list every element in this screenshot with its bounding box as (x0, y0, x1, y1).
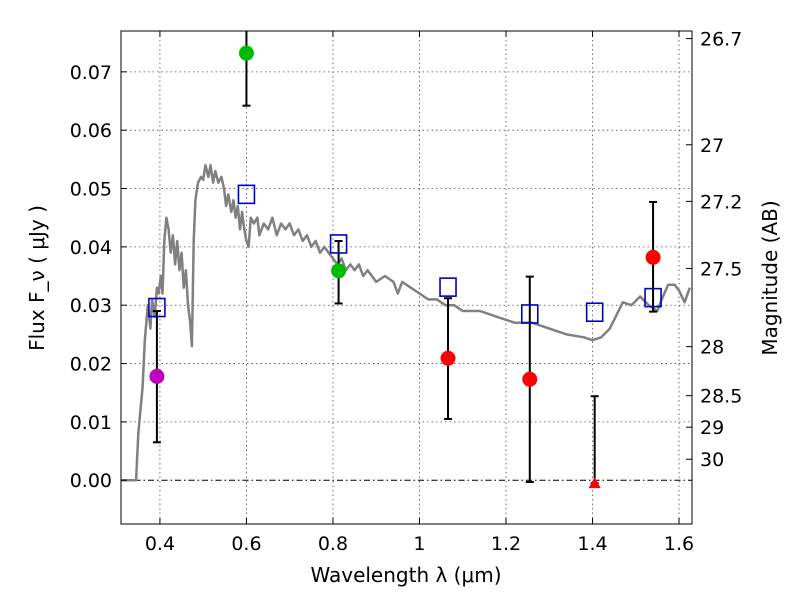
errorbar-layer (152, 31, 658, 485)
observed-flux-point (645, 249, 661, 265)
y-axis-title: Flux F_ν ( μJy ) (25, 205, 49, 351)
observed-flux-point (331, 263, 347, 279)
model-photometry-square (148, 297, 166, 318)
y-tick-label: 0.06 (70, 120, 112, 142)
y-tick-label: 0.04 (70, 237, 112, 259)
model-photometry-layer (148, 184, 662, 324)
right-tick-label: 26.7 (700, 29, 742, 51)
x-tick-label: 0.6 (231, 533, 261, 555)
x-tick-label: 1.2 (491, 533, 521, 555)
observed-flux-upper-limit (588, 477, 601, 489)
model-photometry-square (585, 302, 604, 323)
right-tick-label: 27 (700, 135, 724, 157)
y-axis-right: 26.7 27 27.2 27.5 28 28.5 29 30 (686, 29, 742, 471)
y-axis-right-title: Magnitude (AB) (758, 200, 782, 355)
y-tick-label: 0.03 (70, 295, 112, 317)
y-tick-label: 0.07 (70, 62, 112, 84)
observed-flux-point (522, 371, 538, 387)
x-tick-label: 1.6 (664, 533, 694, 555)
y-axis-left: 0.00 0.01 0.02 0.03 0.04 0.05 0.06 0.07 (70, 62, 127, 492)
right-tick-label: 27.2 (700, 191, 742, 213)
model-photometry-square (329, 234, 348, 254)
y-tick-label: 0.05 (70, 179, 112, 201)
grid (121, 31, 692, 524)
model-spectrum-layer (121, 163, 691, 482)
observed-flux-point (440, 350, 456, 366)
x-axis-title: Wavelength λ (μm) (310, 563, 501, 587)
x-tick-label: 1 (413, 533, 425, 555)
right-tick-label: 27.5 (700, 258, 742, 280)
x-tick-label: 0.8 (318, 533, 348, 555)
y-tick-label: 0.00 (70, 470, 112, 492)
model-photometry-square (520, 304, 539, 324)
plot-frame (120, 30, 693, 525)
model-photometry-square (644, 287, 662, 308)
right-tick-label: 29 (700, 417, 724, 439)
x-tick-label: 0.4 (145, 533, 175, 555)
model-photometry-square (439, 277, 457, 297)
right-tick-label: 28 (700, 337, 724, 359)
y-tick-label: 0.02 (70, 354, 112, 376)
model-photometry-square (237, 184, 256, 205)
model-spectrum-line (121, 163, 691, 482)
right-tick-label: 30 (700, 449, 724, 471)
observed-flux-point (149, 368, 165, 384)
observed-flux-point (238, 45, 254, 61)
y-tick-label: 0.01 (70, 412, 112, 434)
x-tick-label: 1.4 (577, 533, 607, 555)
x-axis: 0.4 0.6 0.8 1 1.2 1.4 1.6 (145, 31, 694, 555)
right-tick-label: 28.5 (700, 386, 742, 408)
observation-layer (149, 45, 661, 489)
